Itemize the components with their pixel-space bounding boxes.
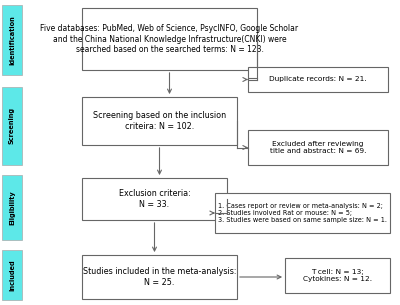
Bar [248,67,388,92]
Text: Exclusion criteria:
N = 33.: Exclusion criteria: N = 33. [119,189,190,209]
Bar [2,250,22,300]
Text: 1. Cases report or review or meta-analysis: N = 2;
2. Studies involved Rat or mo: 1. Cases report or review or meta-analys… [218,203,387,223]
Text: T cell: N = 13;
Cytokines: N = 12.: T cell: N = 13; Cytokines: N = 12. [303,269,372,282]
Text: Included: Included [9,259,15,291]
Text: Screening based on the inclusion
criteira: N = 102.: Screening based on the inclusion criteir… [93,111,226,131]
Text: Five databases: PubMed, Web of Science, PsycINFO, Google Scholar
and the China N: Five databases: PubMed, Web of Science, … [40,24,298,54]
Text: Duplicate records: N = 21.: Duplicate records: N = 21. [269,77,367,82]
Bar [285,258,390,293]
Bar [82,178,227,220]
Text: Identification: Identification [9,15,15,65]
Bar [2,175,22,240]
Text: Screening: Screening [9,107,15,145]
Bar [248,130,388,165]
Bar [82,8,257,70]
Bar [215,193,390,233]
Text: Eligibility: Eligibility [9,190,15,225]
Bar [2,87,22,165]
Bar [2,5,22,75]
Text: Excluded after reviewing
title and abstract: N = 69.: Excluded after reviewing title and abstr… [270,141,366,154]
Bar [82,255,237,299]
Text: Studies included in the meta-analysis:
N = 25.: Studies included in the meta-analysis: N… [83,267,236,287]
Bar [82,97,237,145]
